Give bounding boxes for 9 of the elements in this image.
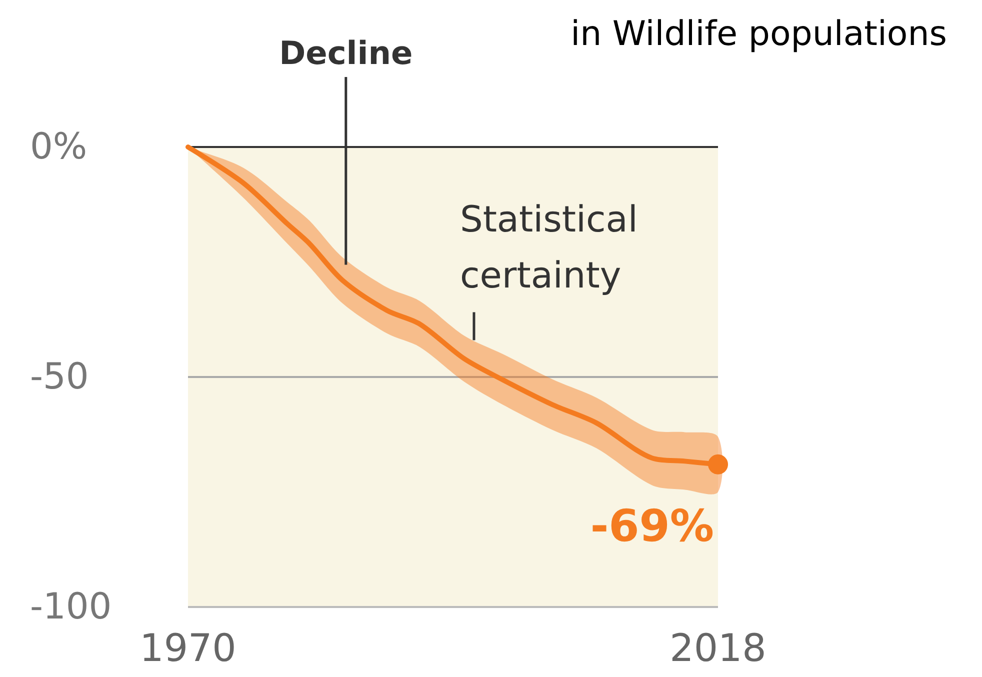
y-tick-label: -100 — [30, 586, 112, 628]
annotation: Decline — [279, 34, 413, 72]
annotation: -69% — [590, 500, 714, 552]
annotation: Statistical certainty — [460, 200, 638, 297]
x-tick-label: 2018 — [670, 626, 766, 670]
y-tick-label: -50 — [30, 356, 89, 398]
y-tick-label: 0% — [30, 126, 88, 168]
chart-title: in Wildlife populations — [570, 14, 947, 54]
x-tick-label: 1970 — [140, 626, 236, 670]
